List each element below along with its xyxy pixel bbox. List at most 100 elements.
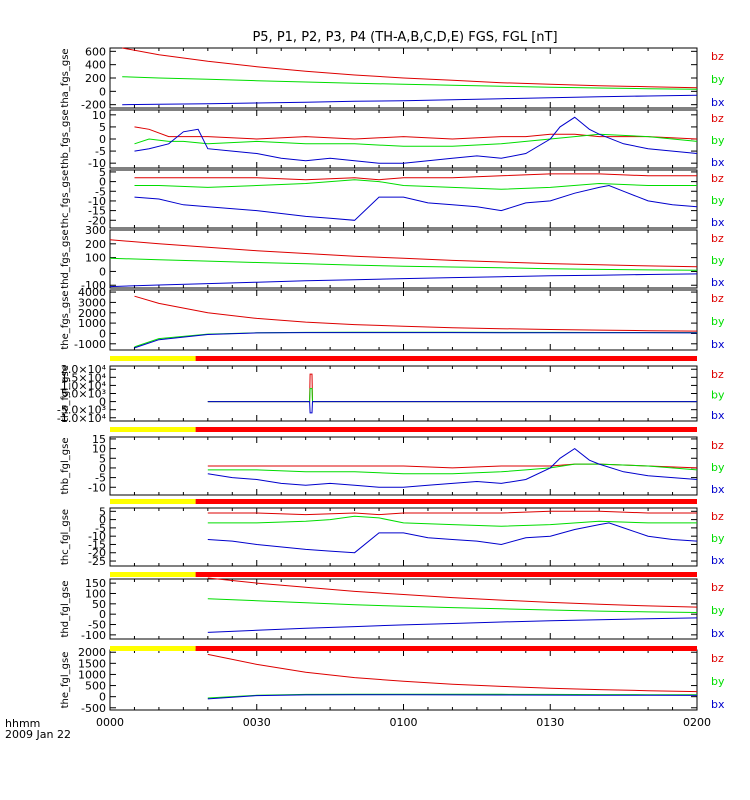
y-tick-label: 0 <box>99 691 106 704</box>
series-line-by <box>109 257 698 271</box>
y-tick-label: 50 <box>92 598 106 611</box>
series-line-bx <box>207 522 698 554</box>
status-bars-layer <box>110 356 697 651</box>
series-line-bx <box>207 447 698 488</box>
y-tick-label: 2000 <box>78 646 106 659</box>
date-label: 2009 Jan 22 <box>5 728 71 741</box>
y-axis-label: tha_fgl_gse <box>60 365 71 422</box>
series-line-bx <box>207 694 698 700</box>
legend-by: by <box>711 461 725 474</box>
y-tick-label: -5 <box>95 185 106 198</box>
legend-bx: bx <box>711 276 725 289</box>
legend-bx: bx <box>711 554 725 567</box>
y-axis-label: thd_fgl_gse <box>60 581 71 638</box>
panel-frame <box>109 649 698 711</box>
y-tick-label: 1000 <box>78 317 106 330</box>
series-line-by <box>134 133 698 147</box>
status-bar <box>110 646 697 651</box>
status-bar-yellow <box>110 356 196 361</box>
y-tick-label: -5 <box>95 145 106 158</box>
y-tick-label: 100 <box>85 587 106 600</box>
y-axis-label: thb_fgs_gse <box>60 109 71 168</box>
series-line-bz <box>207 577 698 608</box>
series-line-bz <box>207 373 697 403</box>
y-tick-label: 0 <box>99 608 106 621</box>
y-tick-label: 10 <box>92 109 106 122</box>
panel-frame <box>109 109 698 169</box>
y-tick-label: -5 <box>95 472 106 485</box>
series-line-bx <box>207 401 697 414</box>
series-line-bx <box>134 332 698 349</box>
y-tick-label: -10 <box>88 530 106 543</box>
y-tick-label: -15 <box>88 205 106 218</box>
series-line-bx <box>134 184 698 221</box>
y-tick-label: 5 <box>99 505 106 518</box>
y-tick-label: -50 <box>88 619 106 632</box>
legend-by: by <box>711 389 725 402</box>
status-bar-red <box>195 646 697 651</box>
y-axis-label: tha_fgs_gse <box>60 48 71 107</box>
y-tick-label: -100 <box>81 279 106 292</box>
y-tick-label: -20 <box>88 214 106 227</box>
y-tick-label: 3000 <box>78 296 106 309</box>
legend-bx: bx <box>711 96 725 109</box>
x-tick-label: 0130 <box>536 716 564 729</box>
panel-frame <box>109 507 698 567</box>
y-tick-label: 4000 <box>78 286 106 299</box>
panel-thc_fgs_gse: -20-15-10-505 thc_fgs_gse bz by bx <box>60 166 725 229</box>
y-tick-label: 0 <box>99 176 106 189</box>
legend-bz: bz <box>711 292 724 305</box>
y-axis-label: thd_fgs_gse <box>60 229 71 288</box>
y-axis-label: the_fgl_gse <box>60 652 71 709</box>
legend-by: by <box>711 254 725 267</box>
y-axis-label: thc_fgl_gse <box>60 509 71 565</box>
series-line-bz <box>134 173 697 181</box>
y-tick-label: 2000 <box>78 307 106 320</box>
legend-by: by <box>711 532 725 545</box>
y-tick-label: -500 <box>81 702 106 715</box>
legend-bx: bx <box>711 698 725 711</box>
series-line-by <box>134 179 697 190</box>
legend-bz: bz <box>711 232 724 245</box>
legend-by: by <box>711 675 725 688</box>
legend-bx: bx <box>711 627 725 640</box>
y-tick-label: -1000 <box>74 338 106 351</box>
x-tick-label: 0000 <box>96 716 124 729</box>
status-bar-yellow <box>110 572 196 577</box>
legend-bx: bx <box>711 409 725 422</box>
y-tick-label: 300 <box>85 224 106 237</box>
legend-bz: bz <box>711 368 724 381</box>
y-tick-label: 1.0×10⁴ <box>61 379 107 392</box>
series-line-bz <box>207 510 697 516</box>
series-line-by <box>207 598 698 613</box>
status-bar-yellow <box>110 646 196 651</box>
y-tick-label: 5 <box>99 121 106 134</box>
y-tick-label: -100 <box>81 629 106 642</box>
status-bar <box>110 499 697 504</box>
series-line-bz <box>134 295 698 332</box>
y-tick-label: 2.0×10⁴ <box>61 363 107 376</box>
panel-frame <box>109 289 698 351</box>
y-tick-label: 150 <box>85 577 106 590</box>
panel-thc_fgl_gse: -25-20-15-10-505 thc_fgl_gse bz by bx <box>60 505 725 568</box>
legend-bz: bz <box>711 50 724 63</box>
status-bar <box>110 427 697 432</box>
y-tick-label: -25 <box>88 555 106 568</box>
y-tick-label: 200 <box>85 238 106 251</box>
x-axis: 0000 0030 0100 0130 0200 <box>96 716 711 729</box>
legend-bx: bx <box>711 216 725 229</box>
legend-bx: bx <box>711 483 725 496</box>
legend-bz: bz <box>711 439 724 452</box>
series-line-by <box>207 515 697 527</box>
legend-by: by <box>711 134 725 147</box>
x-axis-unit-label: hhmm <box>5 717 40 730</box>
y-tick-label: 0 <box>99 462 106 475</box>
x-tick-label: 0200 <box>683 716 711 729</box>
panel-frame <box>109 365 698 422</box>
y-tick-label: 0 <box>99 514 106 527</box>
